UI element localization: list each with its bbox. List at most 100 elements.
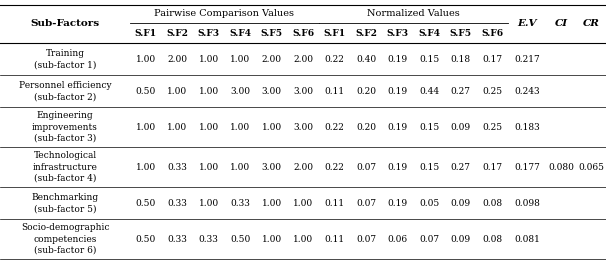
Text: 0.17: 0.17 — [482, 162, 502, 172]
Text: S.F1: S.F1 — [135, 28, 157, 38]
Text: Training
(sub-factor 1): Training (sub-factor 1) — [34, 49, 96, 69]
Text: Engineering
improvements
(sub-factor 3): Engineering improvements (sub-factor 3) — [32, 111, 98, 143]
Text: 0.06: 0.06 — [388, 234, 408, 244]
Text: 0.243: 0.243 — [514, 87, 540, 95]
Text: 0.33: 0.33 — [167, 199, 187, 207]
Text: 0.098: 0.098 — [514, 199, 540, 207]
Text: Sub-Factors: Sub-Factors — [30, 20, 99, 28]
Text: 0.33: 0.33 — [230, 199, 250, 207]
Text: CI: CI — [554, 20, 568, 28]
Text: 1.00: 1.00 — [230, 54, 250, 64]
Text: 0.081: 0.081 — [514, 234, 540, 244]
Text: 0.15: 0.15 — [419, 122, 439, 132]
Text: E.V: E.V — [518, 20, 537, 28]
Text: 0.177: 0.177 — [514, 162, 540, 172]
Text: 0.07: 0.07 — [356, 162, 376, 172]
Text: 1.00: 1.00 — [199, 54, 219, 64]
Text: S.F6: S.F6 — [481, 28, 504, 38]
Text: 0.07: 0.07 — [356, 234, 376, 244]
Text: 3.00: 3.00 — [293, 122, 313, 132]
Text: 1.00: 1.00 — [136, 54, 156, 64]
Text: 1.00: 1.00 — [293, 234, 313, 244]
Text: 2.00: 2.00 — [293, 162, 313, 172]
Text: 2.00: 2.00 — [167, 54, 187, 64]
Text: 2.00: 2.00 — [262, 54, 282, 64]
Text: 0.50: 0.50 — [230, 234, 250, 244]
Text: S.F2: S.F2 — [355, 28, 378, 38]
Text: 0.50: 0.50 — [136, 199, 156, 207]
Text: 1.00: 1.00 — [230, 122, 250, 132]
Text: 0.09: 0.09 — [451, 199, 471, 207]
Text: 1.00: 1.00 — [262, 234, 282, 244]
Text: 0.20: 0.20 — [356, 87, 376, 95]
Text: 0.22: 0.22 — [325, 122, 345, 132]
Text: 0.25: 0.25 — [482, 122, 502, 132]
Text: 2.00: 2.00 — [293, 54, 313, 64]
Text: 0.15: 0.15 — [419, 54, 439, 64]
Text: 0.40: 0.40 — [356, 54, 376, 64]
Text: S.F4: S.F4 — [418, 28, 440, 38]
Text: 0.11: 0.11 — [325, 87, 345, 95]
Text: 1.00: 1.00 — [167, 122, 187, 132]
Text: S.F1: S.F1 — [324, 28, 346, 38]
Text: 3.00: 3.00 — [262, 87, 282, 95]
Text: S.F6: S.F6 — [292, 28, 315, 38]
Text: 0.217: 0.217 — [514, 54, 540, 64]
Text: 1.00: 1.00 — [136, 162, 156, 172]
Text: 0.33: 0.33 — [167, 234, 187, 244]
Text: 0.44: 0.44 — [419, 87, 439, 95]
Text: Socio-demographic
competencies
(sub-factor 6): Socio-demographic competencies (sub-fact… — [21, 224, 109, 255]
Text: 0.15: 0.15 — [419, 162, 439, 172]
Text: 0.11: 0.11 — [325, 199, 345, 207]
Text: 3.00: 3.00 — [293, 87, 313, 95]
Text: 0.07: 0.07 — [356, 199, 376, 207]
Text: 1.00: 1.00 — [230, 162, 250, 172]
Text: 1.00: 1.00 — [262, 199, 282, 207]
Text: 0.22: 0.22 — [325, 54, 345, 64]
Text: 0.19: 0.19 — [388, 162, 408, 172]
Text: 1.00: 1.00 — [293, 199, 313, 207]
Text: 1.00: 1.00 — [199, 199, 219, 207]
Text: 0.07: 0.07 — [419, 234, 439, 244]
Text: S.F5: S.F5 — [450, 28, 471, 38]
Text: 1.00: 1.00 — [136, 122, 156, 132]
Text: 0.20: 0.20 — [356, 122, 376, 132]
Text: 0.19: 0.19 — [388, 54, 408, 64]
Text: 1.00: 1.00 — [199, 162, 219, 172]
Text: 0.50: 0.50 — [136, 234, 156, 244]
Text: Benchmarking
(sub-factor 5): Benchmarking (sub-factor 5) — [32, 193, 99, 213]
Text: 0.08: 0.08 — [482, 234, 502, 244]
Text: S.F4: S.F4 — [229, 28, 251, 38]
Text: 1.00: 1.00 — [167, 87, 187, 95]
Text: 1.00: 1.00 — [199, 87, 219, 95]
Text: 1.00: 1.00 — [262, 122, 282, 132]
Text: 0.19: 0.19 — [388, 199, 408, 207]
Text: 0.19: 0.19 — [388, 122, 408, 132]
Text: 3.00: 3.00 — [230, 87, 250, 95]
Text: S.F3: S.F3 — [387, 28, 409, 38]
Text: Pairwise Comparison Values: Pairwise Comparison Values — [155, 9, 295, 18]
Text: 0.27: 0.27 — [451, 162, 471, 172]
Text: 0.25: 0.25 — [482, 87, 502, 95]
Text: Technological
infrastructure
(sub-factor 4): Technological infrastructure (sub-factor… — [33, 151, 98, 183]
Text: 0.22: 0.22 — [325, 162, 345, 172]
Text: 0.09: 0.09 — [451, 122, 471, 132]
Text: 0.09: 0.09 — [451, 234, 471, 244]
Text: S.F2: S.F2 — [166, 28, 188, 38]
Text: 0.19: 0.19 — [388, 87, 408, 95]
Text: S.F3: S.F3 — [198, 28, 220, 38]
Text: Normalized Values: Normalized Values — [367, 9, 460, 18]
Text: 0.065: 0.065 — [578, 162, 604, 172]
Text: 0.11: 0.11 — [325, 234, 345, 244]
Text: S.F5: S.F5 — [261, 28, 283, 38]
Text: 0.17: 0.17 — [482, 54, 502, 64]
Text: Personnel efficiency
(sub-factor 2): Personnel efficiency (sub-factor 2) — [19, 81, 112, 101]
Text: 3.00: 3.00 — [262, 162, 282, 172]
Text: 0.18: 0.18 — [451, 54, 471, 64]
Text: 0.33: 0.33 — [199, 234, 219, 244]
Text: 0.183: 0.183 — [514, 122, 540, 132]
Text: 0.05: 0.05 — [419, 199, 439, 207]
Text: 0.33: 0.33 — [167, 162, 187, 172]
Text: 0.08: 0.08 — [482, 199, 502, 207]
Text: 0.50: 0.50 — [136, 87, 156, 95]
